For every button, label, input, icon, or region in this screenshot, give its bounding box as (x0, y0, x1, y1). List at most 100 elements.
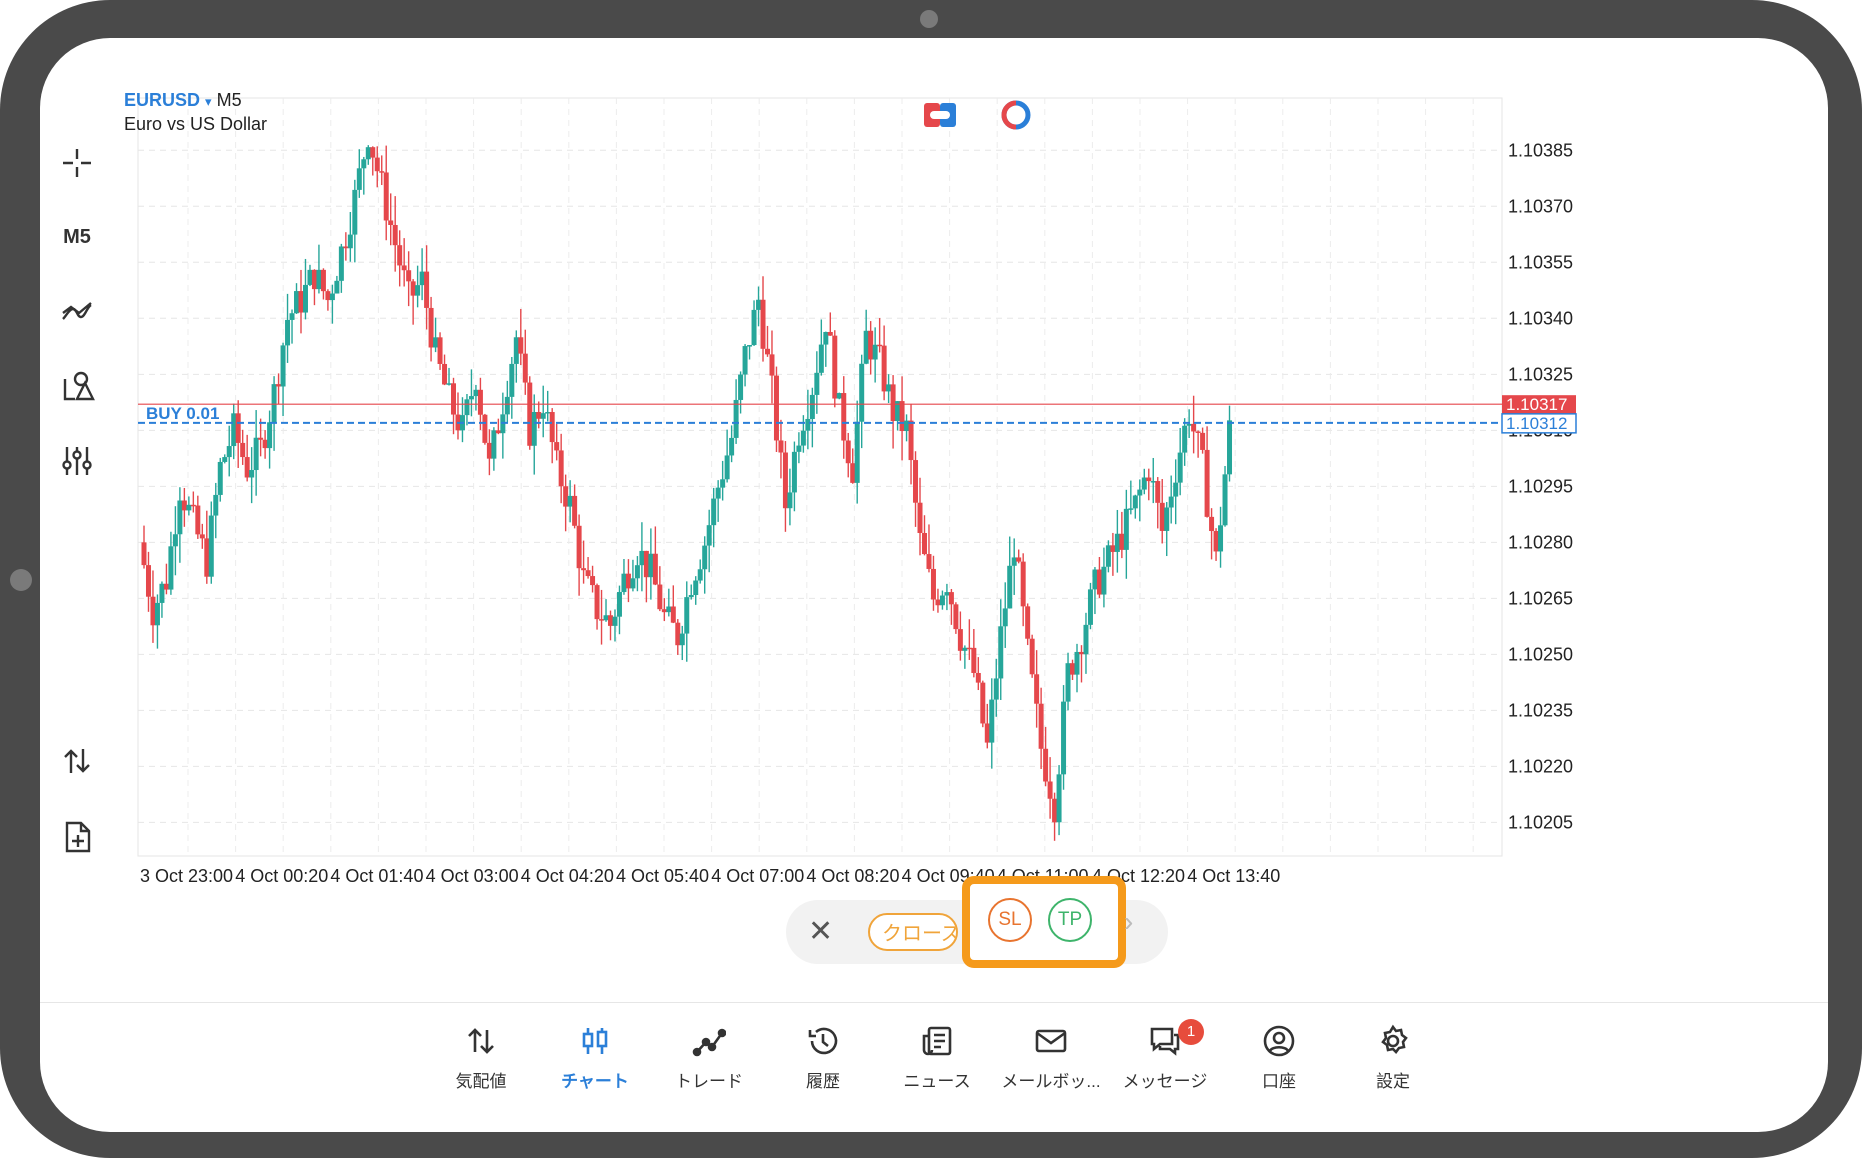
nav-history[interactable]: 履歴 (768, 1021, 878, 1092)
candle-body (787, 492, 793, 509)
camera-dot (920, 10, 938, 28)
nav-news[interactable]: ニュース (882, 1021, 992, 1092)
candle-body (1200, 432, 1206, 450)
symbol-dropdown-icon[interactable]: ▾ (205, 94, 212, 109)
candle-body (298, 291, 304, 313)
settings-sliders-icon[interactable] (54, 438, 100, 484)
candle-body (702, 545, 708, 570)
nav-quotes[interactable]: 気配値 (426, 1021, 536, 1092)
candle-body (1029, 638, 1035, 675)
candle-body (1043, 748, 1049, 782)
candle-body (208, 515, 214, 577)
account-icon (1224, 1021, 1334, 1061)
candle-body (361, 159, 367, 169)
candle-body (217, 461, 223, 495)
candle-body (325, 291, 331, 301)
side-sensor-dot (10, 569, 32, 591)
candle-body (854, 421, 860, 483)
candle-body (1159, 502, 1165, 531)
objects-icon[interactable] (54, 364, 100, 410)
candle-body (352, 189, 358, 235)
candle-body (267, 422, 273, 449)
chevron-right-icon[interactable]: › (1124, 906, 1134, 937)
nav-trade[interactable]: トレード (654, 1021, 764, 1092)
candle-body (643, 550, 649, 578)
candle-body (451, 383, 457, 415)
candle-body (446, 383, 452, 385)
price-tick-label: 1.10355 (1508, 252, 1573, 272)
symbol-name[interactable]: EURUSD (124, 90, 201, 110)
candle-body (415, 285, 421, 296)
timeframe-button[interactable]: M5 (54, 214, 100, 260)
candle-body (253, 437, 259, 471)
candle-body (1061, 701, 1067, 775)
candle-body (917, 502, 923, 534)
candle-body (145, 565, 151, 597)
candle-body (329, 293, 335, 301)
nav-mailbox[interactable]: メールボッ... (996, 1021, 1106, 1092)
candle-body (258, 437, 264, 440)
candle-body (181, 500, 187, 511)
candle-body (1191, 423, 1197, 432)
candle-body (410, 281, 416, 296)
symbol-header[interactable]: EURUSD ▾ M5 Euro vs US Dollar (124, 90, 267, 135)
time-tick-label: 4 Oct 05:40 (616, 866, 709, 886)
one-click-panel-icon[interactable] (922, 100, 958, 130)
take-profit-button[interactable]: TP (1048, 898, 1092, 942)
candle-body (634, 565, 640, 579)
candle-body (845, 440, 851, 464)
candle-body (531, 412, 537, 446)
bottom-navigation: 気配値 チャート トレード 履歴 ニュース メールボッ... (40, 1002, 1828, 1132)
symbol-line[interactable]: EURUSD ▾ M5 (124, 90, 267, 111)
candle-body (953, 604, 959, 630)
candle-body (392, 224, 398, 246)
candle-body (738, 374, 744, 400)
candle-body (334, 280, 340, 294)
nav-messages[interactable]: 1 メッセージ (1110, 1019, 1220, 1092)
nav-chart[interactable]: チャート (540, 1021, 650, 1092)
candle-body (163, 583, 169, 590)
candle-body (285, 319, 291, 346)
candle-body (1213, 531, 1219, 552)
candle-body (612, 616, 618, 626)
nav-settings[interactable]: 設定 (1338, 1021, 1448, 1092)
candle-body (186, 504, 192, 511)
one-click-trading-icon[interactable] (54, 738, 100, 784)
candle-body (307, 269, 313, 285)
timeframe-label: M5 (63, 225, 91, 248)
candle-body (1128, 508, 1134, 510)
candle-body (1123, 508, 1129, 550)
price-tick-label: 1.10295 (1508, 476, 1573, 496)
indicators-icon[interactable] (54, 288, 100, 334)
candle-body (877, 344, 883, 347)
candle-body (347, 234, 353, 249)
history-icon (768, 1021, 878, 1061)
time-tick-label: 4 Oct 13:40 (1187, 866, 1280, 886)
price-chart[interactable]: 1.10385 1.10370 1.10355 1.10340 1.10325 1.103… (116, 74, 1828, 1019)
candle-body (1182, 425, 1188, 453)
chart-canvas[interactable]: 1.10385 1.10370 1.10355 1.10340 1.10325 1.103… (116, 74, 1828, 1019)
price-tick-label: 1.10340 (1508, 308, 1573, 328)
dismiss-icon[interactable]: ✕ (808, 915, 834, 948)
symbol-description: Euro vs US Dollar (124, 114, 268, 134)
candle-body (1186, 423, 1192, 426)
candle-body (1034, 674, 1040, 704)
candle-body (764, 348, 770, 355)
candle-body (1114, 533, 1120, 552)
plot-border (137, 97, 1503, 857)
candle-body (567, 495, 573, 507)
close-position-button[interactable]: クローズ (868, 913, 958, 951)
nav-account[interactable]: 口座 (1224, 1021, 1334, 1092)
candle-body (590, 576, 596, 586)
candle-body (675, 622, 681, 646)
candle-body (809, 394, 815, 419)
depth-of-market-icon[interactable] (998, 100, 1034, 130)
crosshair-icon[interactable] (54, 140, 100, 186)
stop-loss-button[interactable]: SL (988, 898, 1032, 942)
position-price-value: 1.10312 (1506, 414, 1567, 433)
new-order-icon[interactable] (54, 814, 100, 860)
nav-label: チャート (561, 1072, 629, 1091)
candle-body (760, 299, 766, 349)
candle-body (388, 220, 394, 225)
candle-body (1150, 481, 1156, 483)
